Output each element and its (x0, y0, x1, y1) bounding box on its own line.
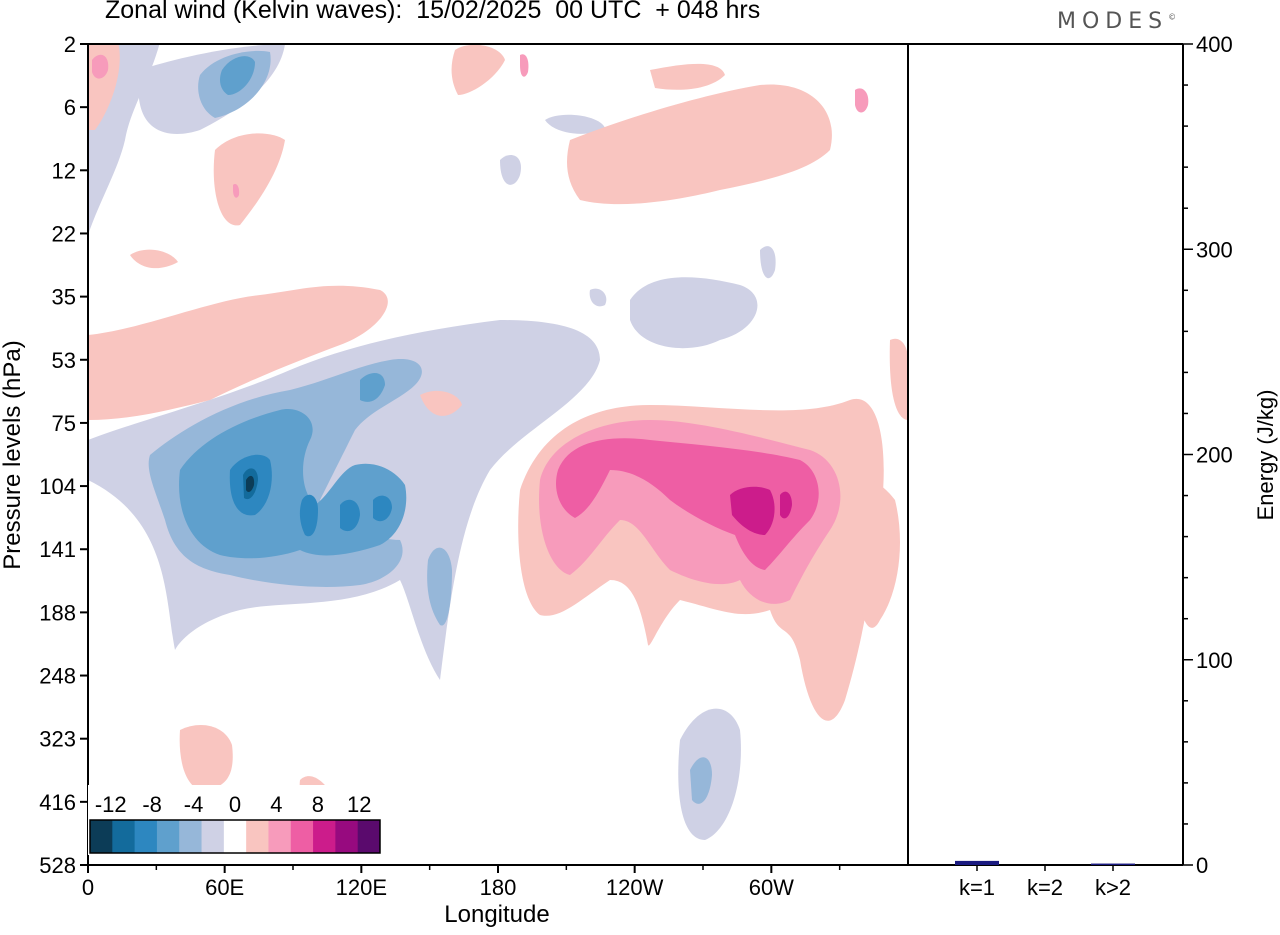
brand-mark: © (1168, 12, 1177, 22)
pressure-axis: 2 6 12 22 35 53 75 104 141 188 248 323 416 528 (39, 32, 88, 878)
energy-tick-label: 100 (1196, 648, 1233, 673)
y-tick-label: 528 (39, 853, 76, 878)
category-label: k=1 (959, 875, 995, 900)
x-tick-label: 180 (480, 875, 517, 900)
colorbar-swatch (201, 820, 225, 853)
energy-tick-label: 400 (1196, 32, 1233, 57)
colorbar-swatch (179, 820, 203, 853)
energy-bars: k=1 k=2 k>2 (955, 860, 1135, 900)
energy-bar (955, 860, 999, 865)
x-tick-label: 60W (749, 875, 794, 900)
y-tick-label: 104 (39, 474, 76, 499)
y-tick-label: 416 (39, 790, 76, 815)
y-tick-label: 53 (52, 348, 76, 373)
x-tick-label: 120W (606, 875, 664, 900)
positive-core (730, 486, 792, 535)
colorbar-swatch (290, 820, 314, 853)
colorbar-swatch (268, 820, 292, 853)
y-tick-label: 6 (64, 95, 76, 120)
colorbar-tick-label: -12 (95, 792, 127, 817)
colorbar-swatch (357, 820, 381, 853)
colorbar-tick-label: 4 (270, 792, 282, 817)
positive-spots (92, 54, 869, 198)
x-tick-label: 60E (205, 875, 244, 900)
contour-field (88, 44, 908, 840)
y-tick-label: 22 (52, 221, 76, 246)
y-tick-label: 12 (52, 158, 76, 183)
y-axis-label: Pressure levels (hPa) (0, 340, 26, 569)
colorbar: -12 -8 -4 0 4 8 12 (88, 785, 382, 855)
energy-bar (1091, 863, 1135, 865)
positive-region-dark (555, 438, 819, 570)
colorbar-tick-label: -4 (184, 792, 204, 817)
colorbar-tick-label: 12 (347, 792, 371, 817)
colorbar-swatch (246, 820, 269, 853)
energy-axis: 0 100 200 300 400 (1183, 32, 1233, 878)
x-tick-label: 120E (336, 875, 387, 900)
y-tick-label: 75 (52, 411, 76, 436)
longitude-axis: 0 60E 120E 180 120W 60W (82, 865, 841, 900)
x-tick-label: 0 (82, 875, 94, 900)
energy-tick-label: 0 (1196, 853, 1208, 878)
colorbar-swatch (313, 820, 336, 853)
colorbar-swatch (223, 820, 247, 853)
colorbar-tick-label: -8 (142, 792, 162, 817)
colorbar-swatch (156, 820, 180, 853)
energy-axis-label: Energy (J/kg) (1253, 390, 1278, 521)
colorbar-tick-label: 8 (312, 792, 324, 817)
negative-core-deepest (246, 475, 255, 493)
colorbar-frame (89, 819, 381, 854)
chart-title: Zonal wind (Kelvin waves): 15/02/2025 00… (105, 0, 761, 24)
y-tick-label: 188 (39, 600, 76, 625)
y-tick-label: 35 (52, 285, 76, 310)
colorbar-swatch (112, 820, 136, 853)
y-tick-label: 323 (39, 727, 76, 752)
energy-tick-label: 300 (1196, 237, 1233, 262)
category-label: k=2 (1027, 875, 1063, 900)
colorbar-swatch (134, 820, 158, 853)
energy-tick-label: 200 (1196, 443, 1233, 468)
colorbar-tick-label: 0 (229, 792, 241, 817)
category-label: k>2 (1095, 875, 1131, 900)
y-tick-label: 248 (39, 664, 76, 689)
y-tick-label: 141 (39, 537, 76, 562)
y-tick-label: 2 (64, 32, 76, 57)
brand-logo: MODES© (1057, 9, 1176, 34)
brand-name: MODES (1057, 9, 1169, 34)
x-axis-label: Longitude (444, 901, 549, 928)
colorbar-swatch (90, 820, 113, 853)
colorbar-swatch (335, 820, 359, 853)
